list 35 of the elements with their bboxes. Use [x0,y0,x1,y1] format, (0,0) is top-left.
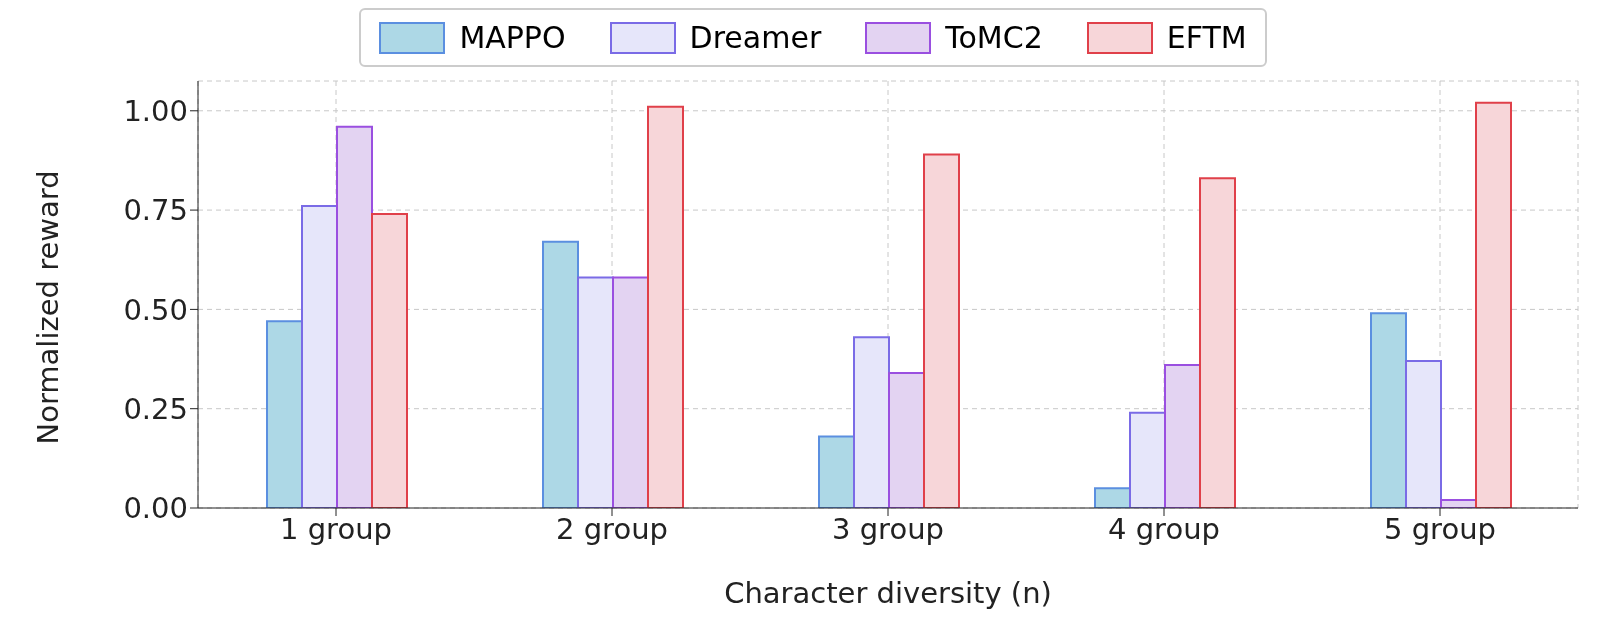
bar [888,371,925,508]
bar [301,205,338,508]
x-tick-label: 5 group [1384,511,1496,546]
x-tick-label: 1 group [280,511,392,546]
bar [266,320,303,508]
y-tick-label: 0.75 [123,193,188,228]
y-tick-label: 0.50 [123,292,188,327]
bar [336,125,373,508]
bar [1405,360,1442,508]
y-tick-label: 0.25 [123,391,188,426]
legend-label: Dreamer [689,20,822,55]
x-tick-label: 4 group [1108,511,1220,546]
bar [612,276,649,508]
x-tick-label: 3 group [832,511,944,546]
y-tick-label: 1.00 [123,94,188,129]
legend-label: MAPPO [459,20,566,55]
bar [818,435,855,508]
bar [577,276,614,508]
bar [1129,411,1166,508]
bar [1370,312,1407,508]
bar [371,213,408,508]
y-tick-label: 0.00 [123,491,188,526]
bar [542,240,579,508]
bar [923,153,960,508]
y-axis-title: Normalized reward [31,170,66,445]
bar [1199,177,1236,508]
bar [853,336,890,508]
legend-label: EFTM [1166,20,1247,55]
x-axis-title: Character diversity (n) [724,576,1052,610]
legend-label: ToMC2 [945,20,1043,55]
bar [1475,101,1512,508]
bar [1164,364,1201,508]
bar [647,105,684,508]
x-tick-label: 2 group [556,511,668,546]
bar [1094,487,1131,508]
